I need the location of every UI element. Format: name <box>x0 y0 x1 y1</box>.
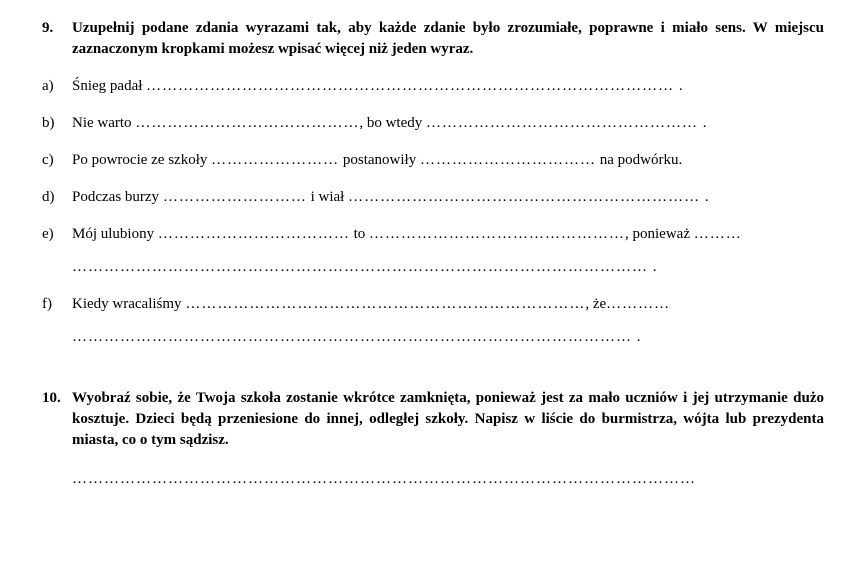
item-e-cont: ……………………………………………………………………………………………… . <box>42 257 824 278</box>
item-body-a: Śnieg padał …………………………………………………………………………… <box>72 76 824 97</box>
blank[interactable]: …………………… <box>211 152 339 168</box>
text: Po powrocie ze szkoły <box>72 152 211 168</box>
item-letter-c: c) <box>42 150 72 171</box>
q10-instruction: Wyobraź sobie, że Twoja szkoła zostanie … <box>72 388 824 451</box>
blank[interactable]: ……… <box>694 226 742 242</box>
item-e: e) Mój ulubiony ……………………………… to ……………………… <box>42 224 824 245</box>
text: i wiał <box>307 189 348 205</box>
q10-blank-line: ……………………………………………………………………………………………………… <box>42 469 824 490</box>
text: to <box>350 226 369 242</box>
item-body-e: Mój ulubiony ……………………………… to ……………………………… <box>72 224 824 245</box>
blank[interactable]: …………………………………………………………………………………………… . <box>72 329 642 345</box>
question-10: 10. Wyobraź sobie, że Twoja szkoła zosta… <box>42 388 824 490</box>
blank[interactable]: ……………………………………………………………………………………………… . <box>72 259 658 275</box>
item-letter-d: d) <box>42 187 72 208</box>
blank[interactable]: ……………………………… <box>158 226 350 242</box>
item-b: b) Nie warto ……………………………………, bo wtedy ……… <box>42 113 824 134</box>
text: na podwórku. <box>596 152 682 168</box>
item-f: f) Kiedy wracaliśmy ……………………………………………………… <box>42 294 824 315</box>
blank[interactable]: ……………………………………………………………………………………… . <box>146 78 684 94</box>
item-letter-b: b) <box>42 113 72 134</box>
blank[interactable]: …………………………………………… . <box>426 115 708 131</box>
blank[interactable]: …………………………… <box>420 152 596 168</box>
item-body-c: Po powrocie ze szkoły …………………… postanowi… <box>72 150 824 171</box>
item-body-f: Kiedy wracaliśmy ……………………………………………………………… <box>72 294 824 315</box>
item-a: a) Śnieg padał …………………………………………………………………… <box>42 76 824 97</box>
question-9: 9. Uzupełnij podane zdania wyrazami tak,… <box>42 18 824 348</box>
item-d: d) Podczas burzy ……………………… i wiał ………………… <box>42 187 824 208</box>
q10-number: 10. <box>42 388 72 451</box>
item-f-cont: …………………………………………………………………………………………… . <box>42 327 824 348</box>
text: , że <box>585 296 606 312</box>
item-c: c) Po powrocie ze szkoły …………………… postan… <box>42 150 824 171</box>
item-letter-e: e) <box>42 224 72 245</box>
text: Kiedy wracaliśmy <box>72 296 185 312</box>
q9-header: 9. Uzupełnij podane zdania wyrazami tak,… <box>42 18 824 60</box>
q9-instruction: Uzupełnij podane zdania wyrazami tak, ab… <box>72 18 824 60</box>
blank[interactable]: ………………………………………………………………… <box>185 296 585 312</box>
q9-number: 9. <box>42 18 72 60</box>
text: Nie warto <box>72 115 135 131</box>
text: postanowiły <box>339 152 420 168</box>
blank[interactable]: …………………………………… <box>135 115 359 131</box>
blank[interactable]: ………………………………………… <box>369 226 625 242</box>
q9-items: a) Śnieg padał …………………………………………………………………… <box>42 76 824 348</box>
blank[interactable]: ………………………………………………………… . <box>348 189 710 205</box>
item-letter-f: f) <box>42 294 72 315</box>
item-body-b: Nie warto ……………………………………, bo wtedy ……………… <box>72 113 824 134</box>
blank[interactable]: ………… <box>606 296 670 312</box>
text: Śnieg padał <box>72 78 146 94</box>
text: , ponieważ <box>625 226 694 242</box>
text: Podczas burzy <box>72 189 163 205</box>
text: , bo wtedy <box>359 115 426 131</box>
blank[interactable]: ……………………………………………………………………………………………………… <box>72 471 696 487</box>
text: Mój ulubiony <box>72 226 158 242</box>
q10-header: 10. Wyobraź sobie, że Twoja szkoła zosta… <box>42 388 824 451</box>
item-letter-a: a) <box>42 76 72 97</box>
blank[interactable]: ……………………… <box>163 189 307 205</box>
item-body-d: Podczas burzy ……………………… i wiał ………………………… <box>72 187 824 208</box>
